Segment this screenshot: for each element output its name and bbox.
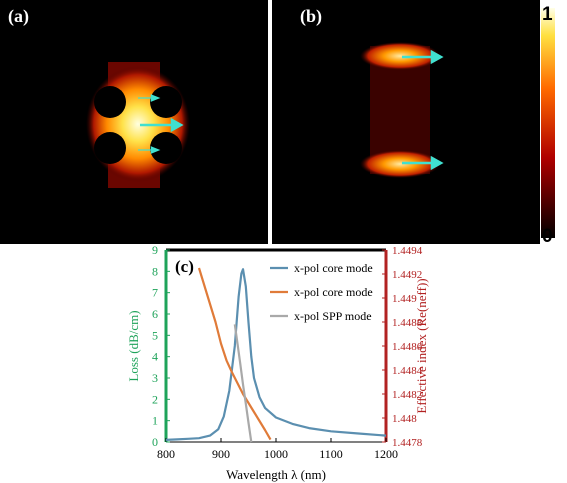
polarization-arrows: [402, 49, 444, 171]
y-right-tick-label: 1.4488: [392, 317, 423, 329]
x-tick-label: 900: [212, 447, 230, 461]
x-tick-label: 800: [157, 447, 175, 461]
field-map-panel-b: (b): [272, 0, 540, 244]
legend-entry: x-pol core mode: [294, 285, 373, 299]
y-left-axis-label: Loss (dB/cm): [126, 310, 141, 381]
series-line-1: [165, 268, 387, 441]
y-right-tick-label: 1.449: [392, 293, 417, 305]
colorbar-max-label: 1: [542, 4, 553, 25]
x-tick-label: 1000: [264, 447, 288, 461]
colorbar-min-label: 0: [542, 226, 553, 247]
y-right-axis-label: Effective index (Re(neff)): [414, 278, 429, 413]
x-tick-label: 1200: [374, 447, 398, 461]
y-right-tick-label: 1.4486: [392, 341, 423, 353]
y-left-tick-label: 0: [152, 435, 158, 449]
loss-index-chart: 800 900 1000 1100 1200 0 1 2 3 4 5 6 7 8 9 1.4478 1.448 1…: [126, 244, 429, 482]
y-left-tick-label: 3: [152, 371, 158, 385]
panel-label-b: (b): [300, 6, 322, 26]
panel-label-a: (a): [8, 6, 29, 26]
air-hole: [150, 132, 182, 164]
y-right-tick-label: 1.4492: [392, 269, 422, 281]
y-left-tick-label: 2: [152, 392, 158, 406]
spp-field-top: [360, 42, 440, 70]
field-map-panel-a: (a): [0, 0, 268, 244]
x-tick-label: 1100: [319, 447, 343, 461]
y-left-tick-label: 6: [152, 307, 158, 321]
air-hole: [94, 132, 126, 164]
y-right-tick-label: 1.4478: [392, 437, 423, 449]
y-left-tick-label: 1: [152, 414, 158, 428]
y-right-tick-label: 1.4482: [392, 389, 422, 401]
air-hole: [94, 86, 126, 118]
polarization-arrows: [138, 94, 184, 154]
y-left-tick-label: 4: [152, 350, 158, 364]
y-right-tick-label: 1.4494: [392, 245, 423, 257]
spp-field-bottom: [360, 150, 440, 178]
series-line-2: [197, 267, 272, 441]
y-left-tick-label: 5: [152, 328, 158, 342]
field-map-a: [86, 62, 190, 188]
y-left-tick-label: 9: [152, 244, 158, 257]
panel-label-c: (c): [175, 257, 194, 276]
x-axis-label: Wavelength λ (nm): [226, 467, 326, 482]
series-line-3: [233, 324, 253, 443]
y-left-tick-label: 8: [152, 264, 158, 278]
air-hole: [150, 86, 182, 118]
y-right-tick-label: 1.448: [392, 413, 417, 425]
y-right-tick-label: 1.4484: [392, 365, 423, 377]
field-map-b: [360, 42, 444, 178]
colorbar: [541, 8, 555, 238]
legend-entry: x-pol SPP mode: [294, 309, 372, 323]
y-left-tick-label: 7: [152, 286, 158, 300]
legend-entry: x-pol core mode: [294, 261, 373, 275]
